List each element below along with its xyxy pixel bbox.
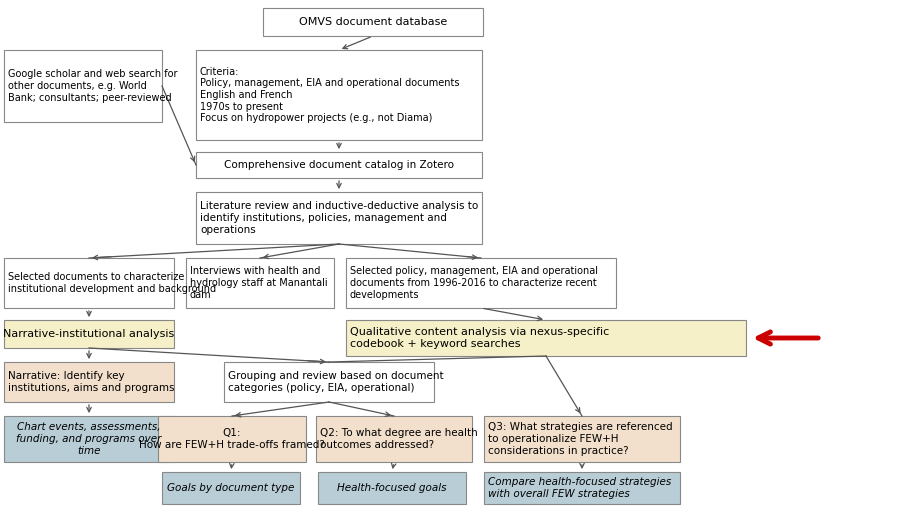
FancyBboxPatch shape xyxy=(346,258,616,308)
FancyBboxPatch shape xyxy=(196,192,482,244)
Text: Compare health-focused strategies
with overall FEW strategies: Compare health-focused strategies with o… xyxy=(488,477,671,499)
Text: Goals by document type: Goals by document type xyxy=(167,483,294,493)
Text: Qualitative content analysis via nexus-specific
codebook + keyword searches: Qualitative content analysis via nexus-s… xyxy=(350,327,609,349)
Text: Interviews with health and
hydrology staff at Manantali
dam: Interviews with health and hydrology sta… xyxy=(190,266,328,300)
Text: Narrative-institutional analysis: Narrative-institutional analysis xyxy=(4,329,175,339)
Text: Chart events, assessments,
funding, and programs over
time: Chart events, assessments, funding, and … xyxy=(16,422,162,456)
FancyBboxPatch shape xyxy=(4,50,162,122)
Text: Grouping and review based on document
categories (policy, EIA, operational): Grouping and review based on document ca… xyxy=(228,371,444,393)
FancyBboxPatch shape xyxy=(484,472,680,504)
FancyBboxPatch shape xyxy=(196,152,482,178)
FancyBboxPatch shape xyxy=(4,320,174,348)
FancyBboxPatch shape xyxy=(316,416,472,462)
Text: Q1:
How are FEW+H trade-offs framed?: Q1: How are FEW+H trade-offs framed? xyxy=(140,428,325,450)
FancyBboxPatch shape xyxy=(346,320,746,356)
Text: Criteria:
Policy, management, EIA and operational documents
English and French
1: Criteria: Policy, management, EIA and op… xyxy=(200,67,460,123)
Text: Selected policy, management, EIA and operational
documents from 1996-2016 to cha: Selected policy, management, EIA and ope… xyxy=(350,266,598,300)
Text: Q2: To what degree are health
outcomes addressed?: Q2: To what degree are health outcomes a… xyxy=(320,428,478,450)
FancyBboxPatch shape xyxy=(196,50,482,140)
FancyBboxPatch shape xyxy=(318,472,466,504)
Text: Narrative: Identify key
institutions, aims and programs: Narrative: Identify key institutions, ai… xyxy=(8,371,175,393)
FancyBboxPatch shape xyxy=(162,472,300,504)
FancyBboxPatch shape xyxy=(224,362,434,402)
FancyBboxPatch shape xyxy=(4,362,174,402)
Text: Literature review and inductive-deductive analysis to
identify institutions, pol: Literature review and inductive-deductiv… xyxy=(200,201,478,234)
FancyBboxPatch shape xyxy=(484,416,680,462)
FancyBboxPatch shape xyxy=(186,258,334,308)
Text: Selected documents to characterize
institutional development and background: Selected documents to characterize insti… xyxy=(8,272,216,294)
Text: Health-focused goals: Health-focused goals xyxy=(338,483,446,493)
FancyBboxPatch shape xyxy=(158,416,306,462)
FancyBboxPatch shape xyxy=(4,416,174,462)
FancyBboxPatch shape xyxy=(4,258,174,308)
Text: Comprehensive document catalog in Zotero: Comprehensive document catalog in Zotero xyxy=(224,160,454,170)
Text: Google scholar and web search for
other documents, e.g. World
Bank; consultants;: Google scholar and web search for other … xyxy=(8,70,177,102)
FancyBboxPatch shape xyxy=(263,8,483,36)
Text: OMVS document database: OMVS document database xyxy=(299,17,447,27)
Text: Q3: What strategies are referenced
to operationalize FEW+H
considerations in pra: Q3: What strategies are referenced to op… xyxy=(488,422,672,456)
